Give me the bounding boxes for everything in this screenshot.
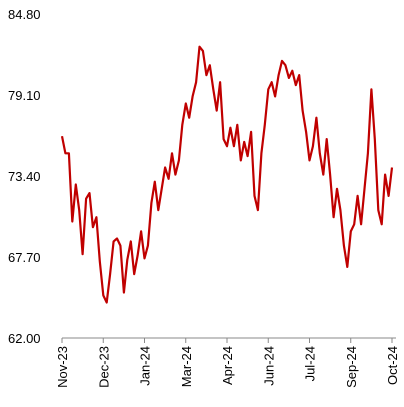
x-tick-label: Mar-24 [179, 346, 194, 387]
y-tick-label: 73.40 [8, 169, 41, 184]
line-series [60, 45, 394, 304]
x-tick-label: Jan-24 [138, 346, 153, 386]
x-tick-label: Apr-24 [220, 346, 235, 385]
x-tick-label: Oct-24 [385, 346, 400, 385]
y-tick-label: 62.00 [8, 331, 41, 346]
x-tick-label: Dec-23 [96, 346, 111, 388]
x-tick-label: Sep-24 [344, 346, 359, 388]
y-tick-label: 79.10 [8, 88, 41, 103]
y-tick-label: 67.70 [8, 250, 41, 265]
y-tick-label: 84.80 [8, 7, 41, 22]
x-tick-label: Jul-24 [303, 346, 318, 381]
x-tick-label: Nov-23 [55, 346, 70, 388]
x-tick-label: Jun-24 [261, 346, 276, 386]
